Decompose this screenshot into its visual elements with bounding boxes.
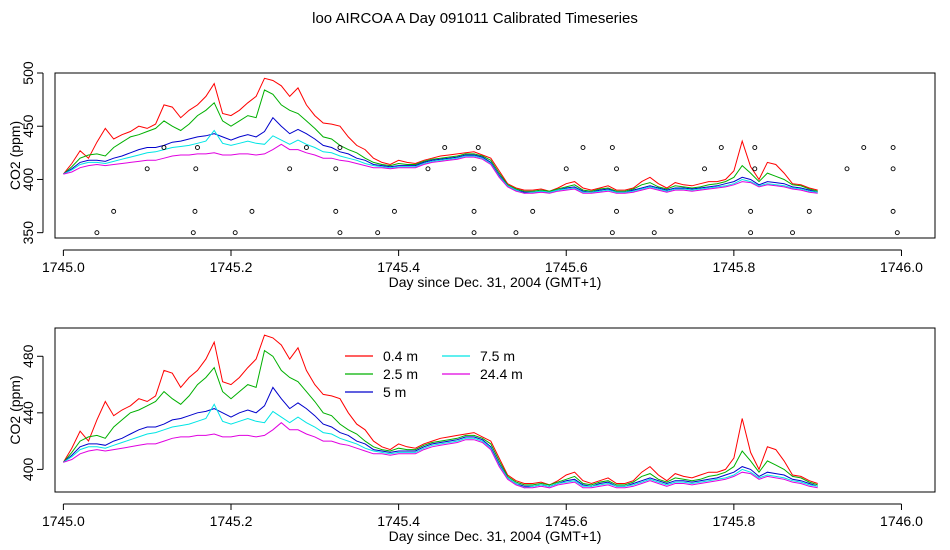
y-axis-label: CO2 (ppm) (7, 121, 23, 190)
y-tick-label: 500 (20, 61, 36, 85)
marker-point (702, 166, 707, 172)
marker-point (748, 208, 754, 214)
legend: 0.4 m 2.5 m 5 m 7.5 m 24.4 m (345, 348, 523, 400)
marker-point (193, 166, 199, 172)
series-line-5-m (63, 386, 818, 487)
series-line-0-4-m (62, 334, 818, 486)
plot-panel-2: 1745.0 1745.2 1745.4 1745.6 1745.8 1746.0 Day … (7, 327, 936, 544)
plot-panel-1: 1745.0 1745.2 1745.4 1745.6 1745.8 1746.0 Day … (7, 61, 936, 290)
series-line-2-5-m (63, 89, 818, 192)
series-line-24-4-m (63, 422, 818, 489)
page-title: loo AIRCOA A Day 091011 Calibrated Times… (312, 10, 638, 27)
y-axis-label: CO2 (ppm) (7, 375, 23, 444)
marker-point (333, 166, 339, 172)
x-axis-label: Day since Dec. 31, 2004 (GMT+1) (389, 274, 602, 290)
series-line-24-4-m (63, 143, 818, 194)
x-tick-label: 1745.0 (42, 513, 85, 529)
marker-point (287, 166, 293, 172)
x-tick-label: 1746.0 (880, 513, 923, 529)
marker-point (195, 145, 200, 150)
plot-frame (54, 327, 936, 493)
marker-point (718, 145, 724, 150)
marker-point (513, 230, 519, 236)
x-tick-label: 1746.0 (880, 259, 923, 275)
x-tick-label: 1745.8 (712, 259, 755, 275)
marker-point (333, 208, 339, 214)
marker-point (192, 208, 198, 214)
series-group (63, 77, 818, 194)
marker-point (161, 145, 167, 150)
x-tick-label: 1745.8 (712, 513, 755, 529)
series-line-5-m (63, 116, 818, 193)
marker-point (894, 230, 900, 236)
x-tick-label: 1745.0 (42, 259, 85, 275)
marker-point (190, 230, 196, 236)
y-tick-label: 400 (20, 457, 36, 481)
marker-point (94, 230, 100, 236)
marker-point (425, 166, 431, 172)
x-tick-label: 1745.6 (545, 259, 588, 275)
plot-frame (54, 72, 936, 239)
marker-point (471, 230, 477, 236)
marker-point (471, 208, 477, 214)
marker-point (806, 208, 812, 214)
marker-point (144, 166, 150, 172)
marker-point (580, 145, 586, 150)
marker-point (890, 208, 896, 214)
marker-point (748, 230, 754, 236)
marker-point (609, 230, 615, 236)
marker-point (861, 145, 867, 150)
x-axis-label: Day since Dec. 31, 2004 (GMT+1) (389, 528, 602, 544)
y-tick-label: 480 (20, 344, 36, 368)
series-line-7-5-m (63, 403, 818, 489)
marker-point (614, 166, 619, 172)
y-tick-label: 440 (20, 401, 36, 425)
marker-point (249, 208, 255, 214)
marker-point (752, 145, 758, 150)
legend-label: 5 m (383, 384, 406, 400)
marker-point (303, 145, 309, 150)
x-tick-label: 1745.6 (545, 513, 588, 529)
marker-point (890, 145, 896, 150)
marker-point (375, 230, 381, 236)
marker-point (442, 145, 448, 150)
y-tick-label: 400 (20, 168, 36, 192)
marker-point (609, 145, 615, 150)
marker-point (232, 230, 238, 236)
x-tick-label: 1745.2 (210, 513, 253, 529)
legend-label: 24.4 m (480, 366, 523, 382)
y-tick-label: 450 (20, 114, 36, 138)
legend-label: 7.5 m (480, 348, 515, 364)
marker-point (890, 166, 896, 172)
marker-point (471, 166, 477, 172)
series-line-0-4-m (63, 77, 818, 192)
marker-point (337, 230, 343, 236)
y-tick-label: 350 (20, 221, 36, 245)
marker-point (790, 230, 795, 236)
marker-point (391, 208, 397, 214)
series-group (62, 334, 818, 489)
marker-point (752, 166, 758, 172)
series-line-7-5-m (63, 129, 818, 194)
marker-point (475, 145, 481, 150)
legend-label: 2.5 m (383, 366, 418, 382)
x-tick-label: 1745.4 (377, 513, 420, 529)
marker-point (844, 166, 850, 172)
marker-point (651, 230, 657, 236)
x-tick-label: 1745.4 (377, 259, 420, 275)
series-line-2-5-m (63, 349, 818, 486)
x-tick-label: 1745.2 (210, 259, 253, 275)
marker-point (111, 208, 117, 214)
legend-label: 0.4 m (383, 348, 418, 364)
marker-point (614, 208, 619, 214)
marker-point (668, 208, 674, 214)
marker-point (530, 208, 536, 214)
marker-point (337, 145, 343, 150)
marker-point (563, 166, 569, 172)
